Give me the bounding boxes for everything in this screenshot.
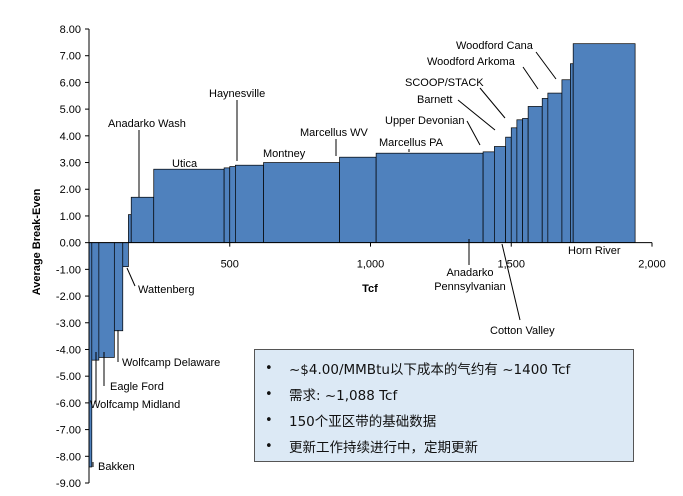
play-label: Anadarko Pennsylvanian <box>434 267 506 293</box>
bar-14 <box>482 151 495 243</box>
bar-22 <box>547 92 563 243</box>
bar-5 <box>128 214 132 243</box>
y-axis-ticks: 8.00 7.00 6.00 5.00 4.00 3.00 2.00 1.00 0.00 -1.0… <box>56 24 89 490</box>
y-tick-label: -5.00 <box>56 371 81 383</box>
y-tick-label: 0.00 <box>60 238 81 250</box>
bar-21 <box>541 98 549 243</box>
play-label: Haynesville <box>209 88 265 100</box>
x-tick-label: 2,000 <box>638 259 666 271</box>
play-label: Marcellus PA <box>379 137 444 149</box>
notes-box: • ~$4.00/MMBtu以下成本的气约有 ~1400 Tcf • 需求: ~1,… <box>254 349 634 462</box>
y-axis-label: Average Break-Even <box>31 188 43 295</box>
note-text: 150个亚区带的基础数据 <box>289 414 437 430</box>
bar-3 <box>113 242 124 332</box>
play-label: Wolfcamp Delaware <box>122 357 220 369</box>
x-axis-label: Tcf <box>362 283 378 295</box>
bar-17 <box>510 127 518 243</box>
bullet-icon: • <box>265 360 273 376</box>
leader-line <box>479 87 506 119</box>
play-label: Woodford Arkoma <box>427 56 516 68</box>
note-text: 更新工作持续进行中，定期更新 <box>289 440 478 456</box>
bar-19 <box>522 118 529 243</box>
bars <box>88 43 636 468</box>
y-tick-label: -8.00 <box>56 451 81 463</box>
bar-4 <box>122 242 129 268</box>
play-label: Utica <box>172 158 198 170</box>
leader-line <box>457 99 496 131</box>
bullet-icon: • <box>265 386 273 402</box>
x-tick-label: 1,500 <box>497 259 525 271</box>
play-label: SCOOP/STACK <box>405 77 484 89</box>
x-axis-ticks: 500 1,000 1,500 2,000 <box>221 242 666 271</box>
leader-line <box>126 267 136 287</box>
leader-line <box>501 243 521 321</box>
note-item: • 更新工作持续进行中，定期更新 <box>265 433 623 459</box>
x-tick-label: 500 <box>221 259 239 271</box>
bar-2 <box>98 242 115 358</box>
play-label: Upper Devonian <box>385 115 465 127</box>
note-text: ~$4.00/MMBtu以下成本的气约有 ~1400 Tcf <box>289 362 571 378</box>
y-tick-label: -6.00 <box>56 398 81 410</box>
play-label: Anadarko Wash <box>108 118 186 130</box>
y-tick-label: -3.00 <box>56 318 81 330</box>
bar-6 <box>130 196 155 243</box>
note-item: • ~$4.00/MMBtu以下成本的气约有 ~1400 Tcf <box>265 355 623 381</box>
play-label: Horn River <box>568 245 621 257</box>
bar-9 <box>229 166 236 243</box>
y-tick-label: 5.00 <box>60 104 81 116</box>
bar-16 <box>505 136 512 243</box>
bullet-icon: • <box>265 438 273 454</box>
play-label: Woodford Cana <box>456 40 534 52</box>
bar-24 <box>570 63 574 243</box>
play-label: Eagle Ford <box>110 381 164 393</box>
y-tick-label: 4.00 <box>60 131 81 143</box>
play-label: Barnett <box>417 94 452 106</box>
y-tick-label: 8.00 <box>60 24 81 36</box>
y-tick-label: 6.00 <box>60 77 81 89</box>
bar-10 <box>235 164 264 243</box>
bar-13 <box>375 152 484 243</box>
play-label: Wattenberg <box>138 284 194 296</box>
label-leader-lines <box>92 51 557 467</box>
leader-line <box>522 66 539 90</box>
note-text: 需求: ~1,088 Tcf <box>289 388 398 404</box>
play-label: Bakken <box>98 461 135 473</box>
note-item: • 需求: ~1,088 Tcf <box>265 381 623 407</box>
y-tick-label: 7.00 <box>60 51 81 63</box>
bar-23 <box>561 79 571 243</box>
bar-8 <box>223 167 231 243</box>
play-labels: Bakken Wolfcamp Midland Eagle Ford Wolfcamp… <box>90 40 621 473</box>
leader-line <box>535 51 557 80</box>
bar-25 <box>572 43 636 243</box>
y-tick-label: -4.00 <box>56 344 81 356</box>
y-tick-label: -1.00 <box>56 264 81 276</box>
note-item: • 150个亚区带的基础数据 <box>265 407 623 433</box>
play-label: Montney <box>263 148 306 160</box>
y-tick-label: 3.00 <box>60 158 81 170</box>
x-tick-label: 1,000 <box>357 259 385 271</box>
y-tick-label: -9.00 <box>56 478 81 490</box>
y-tick-label: -7.00 <box>56 425 81 437</box>
play-label: Cotton Valley <box>490 325 555 337</box>
bar-7 <box>153 168 225 243</box>
bar-1 <box>91 242 100 361</box>
y-tick-label: 1.00 <box>60 211 81 223</box>
play-label: Marcellus WV <box>300 127 369 139</box>
play-label: Wolfcamp Midland <box>90 399 180 411</box>
leader-line <box>466 120 481 146</box>
bar-15 <box>494 146 506 243</box>
y-tick-label: 2.00 <box>60 184 81 196</box>
bullet-icon: • <box>265 412 273 428</box>
bar-20 <box>527 106 543 243</box>
bar-12 <box>339 156 377 243</box>
bar-11 <box>263 162 340 243</box>
bar-18 <box>516 119 523 243</box>
y-tick-label: -2.00 <box>56 291 81 303</box>
